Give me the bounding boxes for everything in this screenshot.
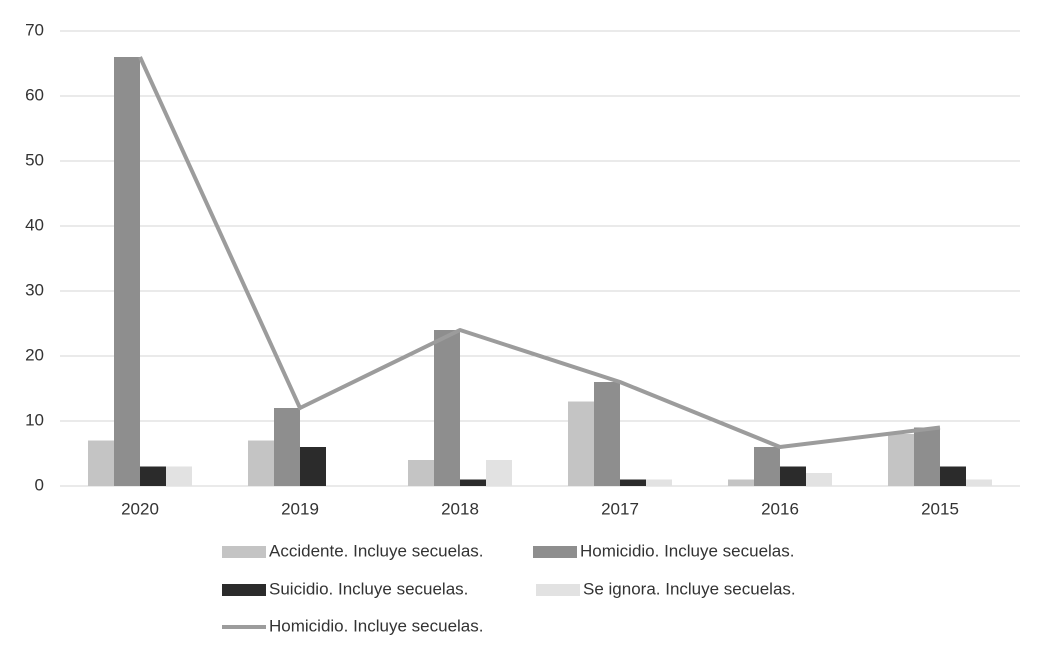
bar bbox=[274, 408, 300, 486]
bar bbox=[966, 479, 992, 486]
bar bbox=[754, 447, 780, 486]
bar bbox=[940, 466, 966, 486]
x-tick-label: 2019 bbox=[281, 499, 319, 518]
legend-label: Se ignora. Incluye secuelas. bbox=[583, 579, 796, 598]
y-tick-label: 0 bbox=[35, 475, 44, 494]
bar bbox=[914, 427, 940, 486]
bar bbox=[620, 479, 646, 486]
y-tick-label: 60 bbox=[25, 85, 44, 104]
bar bbox=[434, 330, 460, 486]
x-tick-label: 2016 bbox=[761, 499, 799, 518]
bar bbox=[806, 473, 832, 486]
legend-swatch bbox=[533, 546, 577, 558]
legend-swatch bbox=[222, 546, 266, 558]
bar bbox=[486, 460, 512, 486]
line bbox=[138, 56, 941, 449]
y-tick-label: 50 bbox=[25, 150, 44, 169]
bar bbox=[646, 479, 672, 486]
bar bbox=[300, 447, 326, 486]
y-tick-label: 40 bbox=[25, 215, 44, 234]
bar bbox=[888, 434, 914, 486]
x-tick-label: 2018 bbox=[441, 499, 479, 518]
bar bbox=[166, 466, 192, 486]
x-tick-label: 2017 bbox=[601, 499, 639, 518]
y-tick-label: 20 bbox=[25, 345, 44, 364]
x-tick-label: 2015 bbox=[921, 499, 959, 518]
x-tick-label: 2020 bbox=[121, 499, 159, 518]
bar bbox=[728, 479, 754, 486]
bar bbox=[140, 466, 166, 486]
legend-label: Homicidio. Incluye secuelas. bbox=[269, 616, 483, 635]
bar bbox=[780, 466, 806, 486]
bar bbox=[408, 460, 434, 486]
legend-label: Accidente. Incluye secuelas. bbox=[269, 541, 484, 560]
y-tick-label: 30 bbox=[25, 280, 44, 299]
y-tick-label: 70 bbox=[25, 20, 44, 39]
bar bbox=[460, 479, 486, 486]
y-tick-label: 10 bbox=[25, 410, 44, 429]
bar bbox=[248, 440, 274, 486]
legend-swatch bbox=[222, 584, 266, 596]
bar bbox=[88, 440, 114, 486]
legend-label: Suicidio. Incluye secuelas. bbox=[269, 579, 468, 598]
legend-swatch bbox=[536, 584, 580, 596]
legend-label: Homicidio. Incluye secuelas. bbox=[580, 541, 794, 560]
bar bbox=[594, 382, 620, 486]
bar bbox=[568, 401, 594, 486]
bar bbox=[114, 57, 140, 486]
